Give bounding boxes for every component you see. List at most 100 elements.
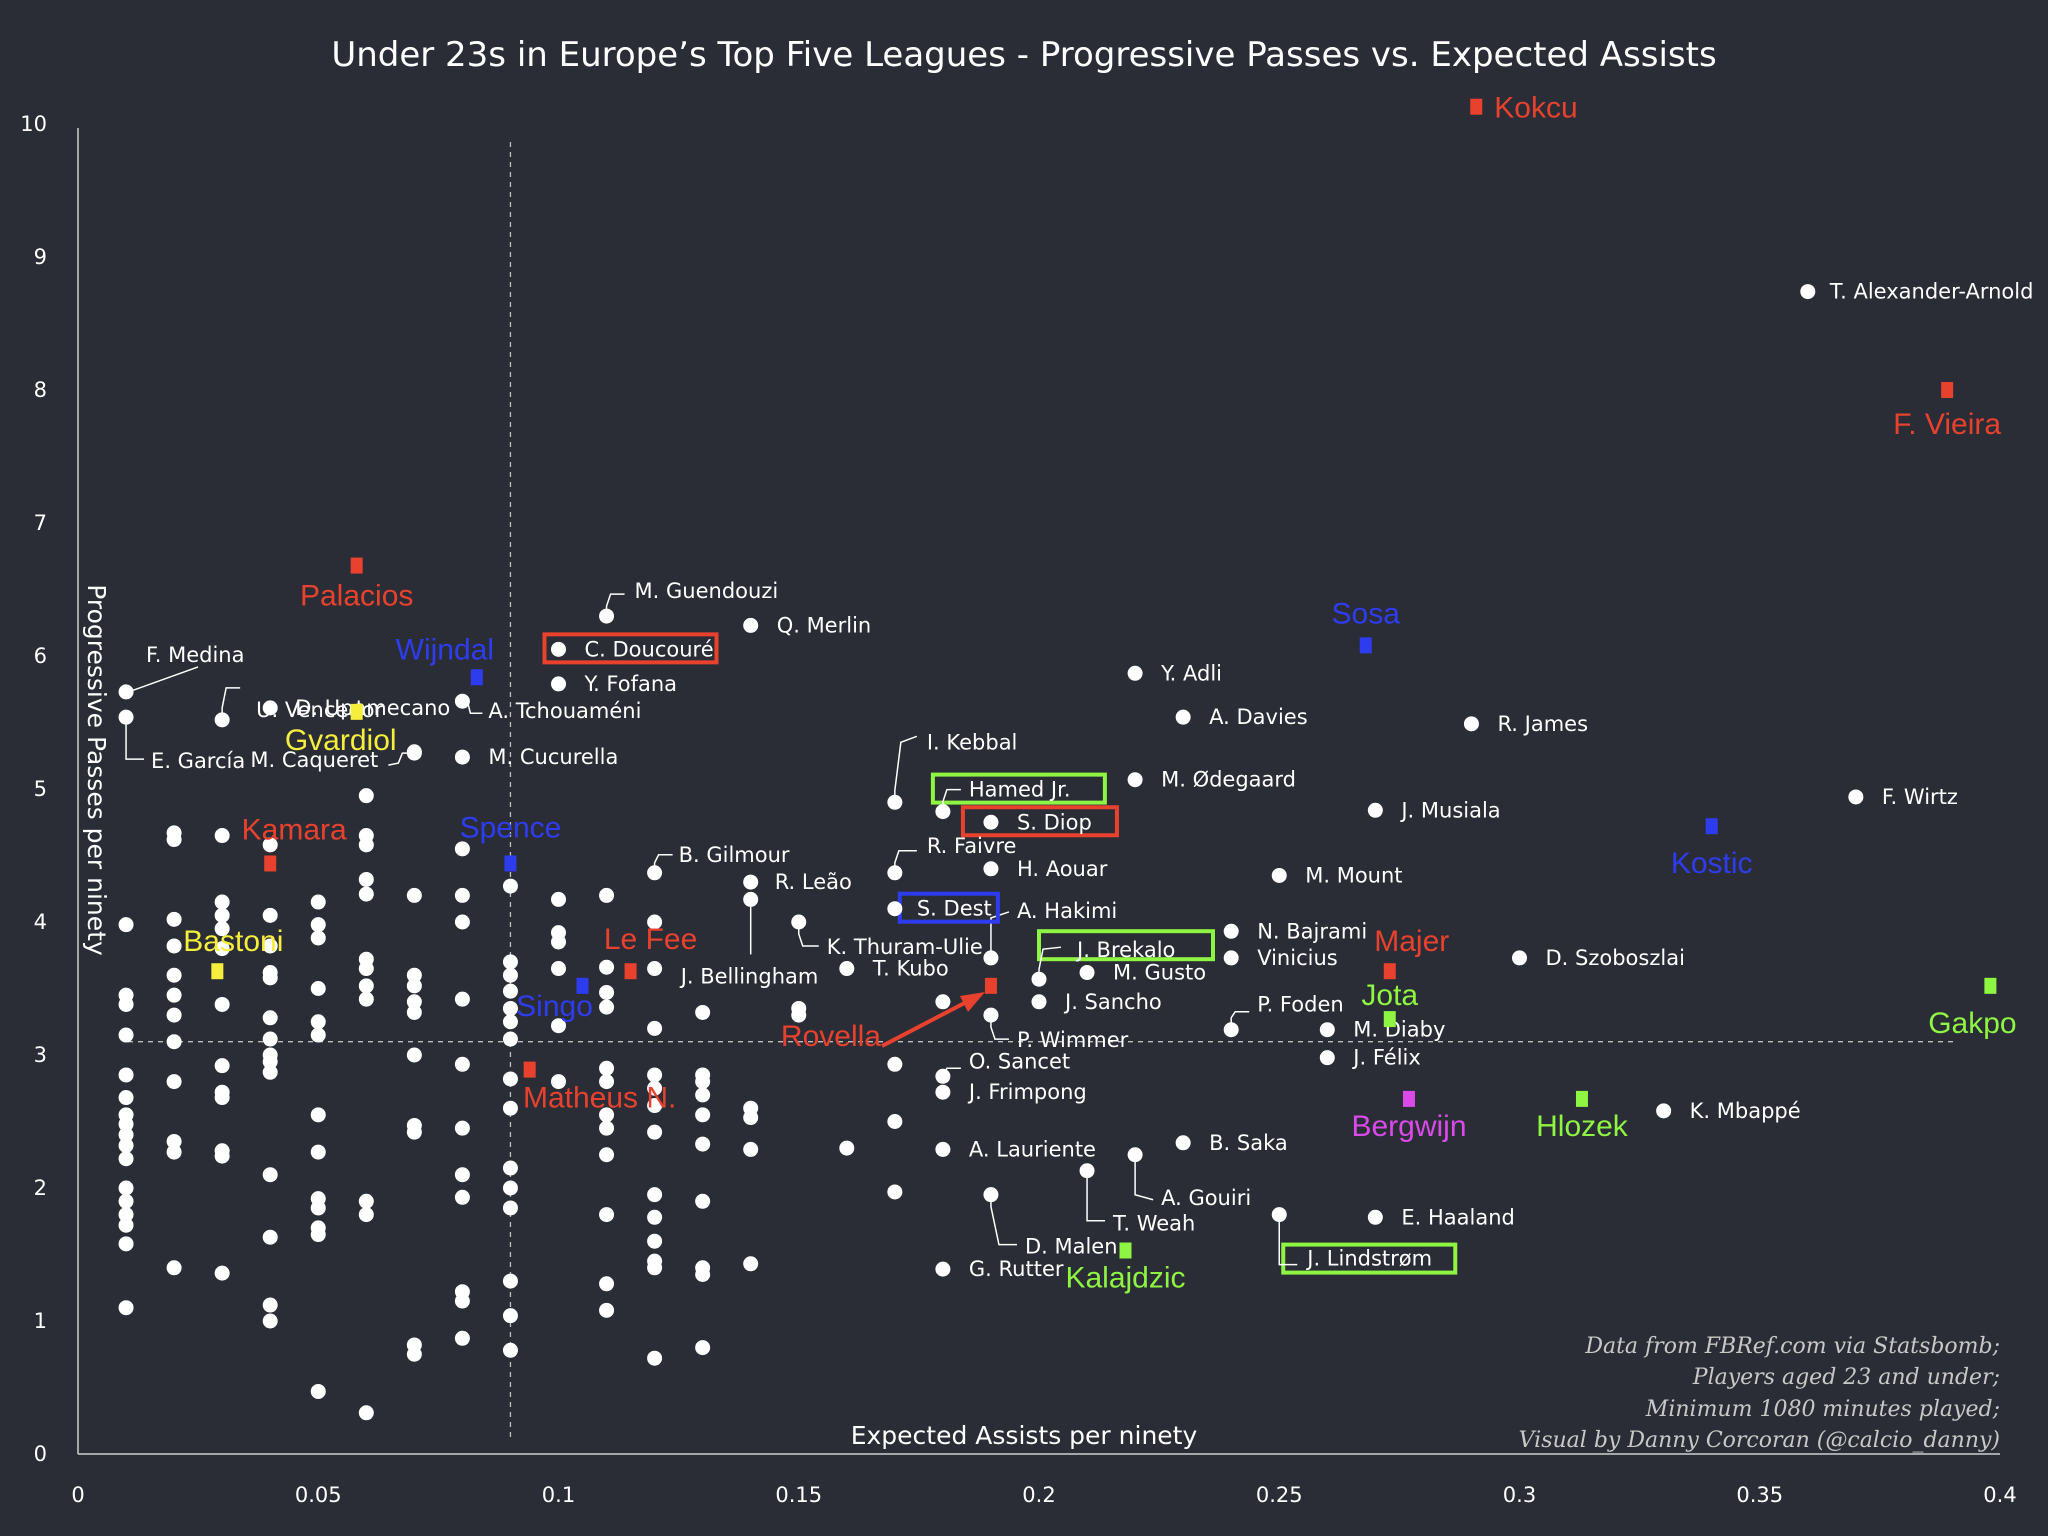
player-point (502, 1031, 518, 1047)
player-point (214, 1265, 230, 1281)
player-point (358, 886, 374, 902)
player-point (262, 938, 278, 954)
mean-reference-lines (128, 142, 1955, 1440)
player-point (454, 1056, 470, 1072)
player-label: M. Diaby (1353, 1018, 1445, 1042)
player-point (599, 1120, 615, 1136)
player-point (551, 676, 566, 692)
player-point (1127, 1147, 1143, 1163)
player-point (214, 1090, 230, 1106)
player-point (647, 1209, 663, 1225)
player-point (983, 814, 999, 830)
player-point (502, 1200, 518, 1216)
player-label: E. Haaland (1401, 1205, 1515, 1229)
player-point (214, 907, 230, 923)
x-tick-label: 0.05 (295, 1483, 342, 1507)
player-point (935, 804, 951, 820)
highlighted-player-label: Rovella (781, 1020, 881, 1053)
player-point (214, 1058, 230, 1074)
player-point (406, 1124, 422, 1140)
player-point (1079, 965, 1095, 981)
player-point (358, 991, 374, 1007)
highlighted-player-marker (1383, 1011, 1396, 1028)
x-tick-label: 0.35 (1736, 1483, 1783, 1507)
player-point (551, 961, 566, 977)
player-point (695, 1266, 711, 1282)
player-point (983, 1187, 999, 1203)
player-point (502, 983, 518, 999)
player-point (454, 841, 470, 857)
player-point (743, 874, 759, 890)
player-point (743, 617, 759, 633)
player-point (599, 1276, 615, 1292)
label-highlight-box (1281, 1242, 1458, 1275)
player-point (166, 987, 182, 1003)
player-point (743, 1110, 759, 1126)
player-point (502, 1342, 518, 1358)
highlighted-player-label: Majer (1374, 925, 1449, 958)
x-tick-label: 0.2 (1022, 1483, 1055, 1507)
leader-line (1086, 1170, 1106, 1222)
player-label: Vinicius (1257, 946, 1338, 970)
player-point (599, 984, 615, 1000)
player-point (262, 1064, 278, 1080)
highlighted-player-marker (1402, 1090, 1415, 1107)
y-tick-label: 1 (34, 1309, 47, 1333)
highlighted-player-marker (1119, 1242, 1132, 1259)
player-point (214, 828, 230, 844)
player-label: Y. Adli (1160, 661, 1222, 685)
player-point (166, 967, 182, 983)
player-point (118, 1217, 134, 1233)
player-label: Q. Merlin (777, 613, 872, 637)
player-point (358, 837, 374, 853)
player-point (647, 961, 663, 977)
player-point (983, 1007, 999, 1023)
player-point (502, 967, 518, 983)
player-point (887, 1056, 903, 1072)
player-point (1175, 709, 1191, 725)
highlighted-player-label: Wijndal (396, 633, 494, 666)
player-point (695, 1193, 711, 1209)
player-label: A. Gouiri (1161, 1186, 1251, 1210)
highlighted-player-label: Matheus N. (523, 1082, 676, 1115)
player-point (310, 1027, 326, 1043)
highlighted-player-label: Spence (460, 811, 562, 844)
player-point (310, 1200, 326, 1216)
highlighted-player-marker (984, 977, 997, 994)
player-label: M. Caqueret (250, 748, 378, 772)
player-label: B. Saka (1209, 1131, 1288, 1155)
player-point (935, 1068, 951, 1084)
player-point (166, 1133, 182, 1149)
player-point (599, 1302, 615, 1318)
chart-title: Under 23s in Europe’s Top Five Leagues -… (331, 35, 1716, 75)
player-point (118, 1090, 134, 1106)
player-point (647, 1020, 663, 1036)
player-label: K. Thuram-Ulie (827, 935, 983, 959)
player-label: P. Foden (1257, 993, 1343, 1017)
player-point (118, 1116, 134, 1132)
player-point (1512, 950, 1527, 966)
y-tick-label: 6 (34, 644, 47, 668)
highlighted-player-label: Bergwijn (1351, 1110, 1466, 1143)
highlighted-player-marker (470, 669, 483, 686)
player-label: J. Lindstrøm (1305, 1247, 1432, 1271)
player-point (695, 1136, 711, 1152)
player-point (118, 1127, 134, 1143)
player-point (791, 914, 807, 930)
x-tick-label: 0.25 (1256, 1483, 1303, 1507)
player-point (743, 891, 759, 907)
player-point (1127, 772, 1143, 788)
player-point (262, 1313, 278, 1329)
player-point (262, 700, 278, 716)
player-point (454, 749, 470, 765)
highlighted-player-label: Le Fee (604, 923, 697, 956)
player-point (262, 1229, 278, 1245)
player-point (551, 891, 566, 907)
player-point (1223, 1022, 1239, 1038)
player-point (358, 961, 374, 977)
x-axis-ticks: 0 0.05 0.1 0.15 0.2 0.25 0.3 0.35 0.4 (71, 1483, 2016, 1507)
player-label: M. Ødegaard (1161, 768, 1296, 792)
player-point (214, 894, 230, 910)
leader-line (990, 1194, 1017, 1246)
player-point (551, 934, 566, 950)
